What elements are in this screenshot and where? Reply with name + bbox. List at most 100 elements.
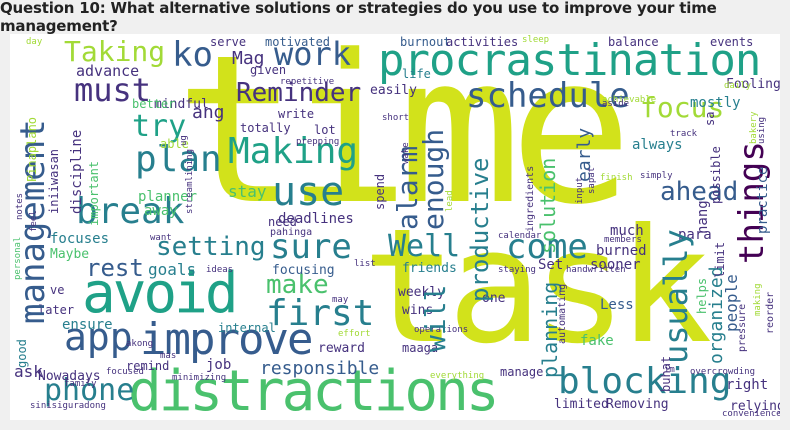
word-work: work xyxy=(274,35,352,73)
word-pressure: pressure xyxy=(737,303,748,352)
word-discipline: discipline xyxy=(69,129,85,214)
word-avoid: avoid xyxy=(82,261,239,326)
word-operations: operations xyxy=(414,325,469,335)
word-distractions: distractions xyxy=(128,359,500,420)
word-prepping: prepping xyxy=(296,137,340,147)
word-wake: wake xyxy=(401,142,411,164)
word-family: family xyxy=(64,379,97,389)
word-able: able xyxy=(160,137,189,151)
word-productive: productive xyxy=(466,157,494,303)
word-solution: solution xyxy=(536,157,560,254)
word-want: want xyxy=(150,233,172,243)
word-repetitive: repetitive xyxy=(280,77,335,87)
word-make: make xyxy=(266,270,329,300)
word-one: one xyxy=(482,291,506,306)
word-totally: totally xyxy=(240,121,291,135)
word-ko: ko xyxy=(172,35,213,75)
word-planner: planner xyxy=(138,189,198,205)
word-goals: goals xyxy=(148,260,197,279)
word-list: list xyxy=(354,259,376,269)
word-pahinga: pahinga xyxy=(270,227,313,238)
word-removing: Removing xyxy=(606,397,669,412)
word-focus: focus xyxy=(640,91,725,124)
word-achievable: achievable xyxy=(602,95,657,105)
word-reminder: Reminder xyxy=(236,78,362,108)
word-mas: mas xyxy=(160,351,177,361)
word-making2: making xyxy=(753,283,763,316)
word-using: using xyxy=(757,116,767,144)
word-life: life xyxy=(402,67,431,81)
word-activities: activities xyxy=(446,35,519,49)
word-members: members xyxy=(604,235,642,245)
word-mindful: mindful xyxy=(154,97,209,112)
word-convenience: convenience xyxy=(722,409,780,419)
word-pinaplano: Pinaplano xyxy=(25,116,39,182)
word-later: later xyxy=(38,303,75,317)
word-always: always xyxy=(632,137,683,153)
word-spend: spend xyxy=(373,173,387,210)
word-burnout: burnout xyxy=(400,35,451,49)
word-focuses: focuses xyxy=(50,231,110,247)
word-finish: finish xyxy=(600,173,633,183)
word-cloud: time task distractions procrastination a… xyxy=(10,34,780,420)
word-sapat: sapat xyxy=(587,166,597,194)
word-taking: Taking xyxy=(64,35,166,68)
word-well: Well xyxy=(388,229,461,264)
word-overcrowding: overcrowding xyxy=(690,367,756,377)
word-maaga: maaga xyxy=(402,341,439,355)
word-relying: relying xyxy=(730,399,780,414)
word-job: job xyxy=(206,357,232,373)
word-need: need xyxy=(268,215,297,229)
word-advance: advance xyxy=(76,62,140,80)
word-burned: burned xyxy=(596,243,647,259)
word-nang: nang xyxy=(695,200,711,234)
word-setting: setting xyxy=(156,232,266,262)
word-focusing: focusing xyxy=(272,263,335,278)
word-lot: lot xyxy=(314,123,336,137)
word-making: Making xyxy=(228,131,359,172)
word-app: app xyxy=(64,315,133,359)
word-effort: effort xyxy=(338,329,371,339)
word-motivated: motivated xyxy=(265,35,331,49)
word-lead: lead xyxy=(445,190,455,212)
word-write: write xyxy=(278,107,315,121)
word-nowadays: Nowadays xyxy=(38,369,101,384)
word-first: first xyxy=(266,293,375,334)
word-limited: limited xyxy=(554,397,609,412)
word-manage: manage xyxy=(500,365,544,379)
word-responsible: responsible xyxy=(260,358,380,379)
word-practice: practice xyxy=(755,166,771,234)
word-friends: friends xyxy=(402,261,457,276)
word-minimizing: minimizing xyxy=(172,373,227,383)
word-possible: possible xyxy=(709,146,723,204)
word-away: away xyxy=(144,203,178,219)
word-buhat: buhat xyxy=(659,355,673,392)
word-given: given xyxy=(250,63,287,77)
word-much: much xyxy=(610,223,644,239)
word-simply: simply xyxy=(640,171,673,181)
word-less: Less xyxy=(600,297,634,313)
word-personal: personal xyxy=(13,236,23,280)
word-maybe: Maybe xyxy=(50,247,90,262)
word-calendar: calendar xyxy=(498,231,542,241)
word-iniiwasan: iniiwasan xyxy=(47,148,61,214)
word-sure: sure xyxy=(270,227,352,267)
word-right: right xyxy=(726,377,769,393)
word-blocking: blocking xyxy=(558,361,732,402)
word-balance: balance xyxy=(608,35,659,49)
word-internal: internal xyxy=(218,321,276,335)
word-phone: phone xyxy=(44,373,135,408)
word-day: day xyxy=(26,37,43,47)
word-aside: aside xyxy=(602,99,630,109)
word-staying: staying xyxy=(498,265,536,275)
word-ahead: ahead xyxy=(660,177,739,207)
word-focused: focused xyxy=(106,367,144,377)
word-task: task xyxy=(362,195,712,379)
word-sooner: sooner xyxy=(590,257,641,273)
word-ask: ask xyxy=(14,362,43,381)
word-time: time xyxy=(175,34,633,250)
chart-title: Question 10: What alternative solutions … xyxy=(0,0,717,35)
word-feel: feel xyxy=(29,210,39,232)
word-reorder: reorder xyxy=(765,291,776,334)
word-remind: remind xyxy=(126,359,170,373)
